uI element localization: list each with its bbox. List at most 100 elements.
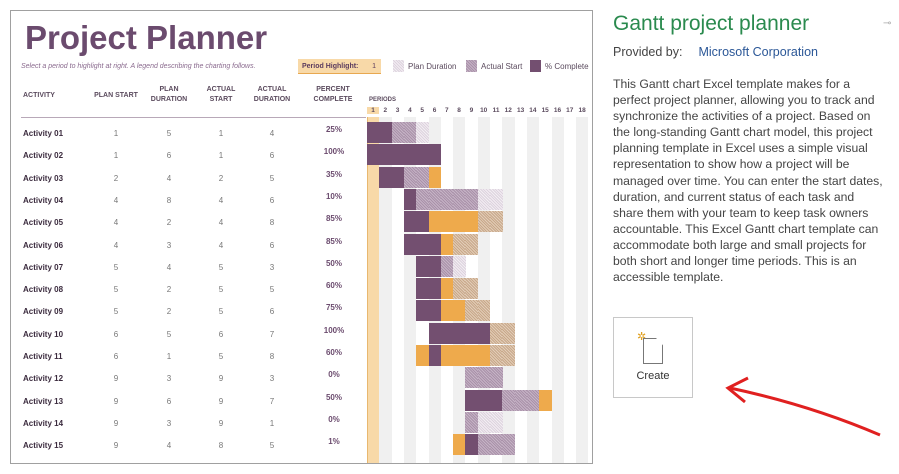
period-number[interactable]: 6: [432, 107, 437, 114]
period-number[interactable]: 1: [367, 107, 379, 114]
period-number[interactable]: 7: [444, 107, 449, 114]
cell-ps: 9: [113, 441, 119, 451]
period-number[interactable]: 10: [480, 107, 488, 114]
period-number[interactable]: 2: [383, 107, 388, 114]
gantt-bar-segment: [416, 278, 429, 300]
legend-swatch-complete: [530, 60, 541, 72]
cell-ps: 6: [113, 352, 119, 361]
table-row: Activity 09 5 2 5 6 75%: [11, 303, 361, 329]
gantt-bar-segment: [490, 411, 503, 433]
period-number[interactable]: 15: [541, 107, 549, 114]
create-button[interactable]: ✲ Create: [613, 317, 693, 398]
gantt-bar-segment: [403, 211, 417, 233]
gantt-bar-segment: [440, 278, 454, 300]
cell-name: Activity 07: [23, 262, 64, 272]
cell-ad: 5: [269, 173, 275, 183]
gantt-bar-segment: [477, 345, 491, 366]
pin-icon[interactable]: ⊸: [883, 18, 892, 29]
cell-ad: 3: [269, 262, 275, 272]
gantt-bar-segment: [379, 166, 392, 188]
gantt-bar-segment: [391, 144, 405, 166]
cell-as: 5: [218, 307, 224, 317]
legend-plan: Plan Duration: [393, 60, 456, 72]
cell-pd: 8: [166, 195, 172, 205]
gantt-bar-segment: [453, 255, 466, 277]
period-number[interactable]: 4: [408, 107, 412, 114]
period-number[interactable]: 14: [529, 107, 537, 114]
gantt-bar-segment: [453, 278, 466, 300]
gantt-bar-segment: [465, 188, 478, 210]
legend-label: Plan Duration: [408, 61, 457, 71]
cell-ps: 9: [113, 374, 119, 384]
table-row: Activity 14 9 3 9 1 0%: [11, 415, 361, 441]
legend-label: Actual Start: [481, 61, 523, 71]
gantt-bar-segment: [477, 322, 491, 344]
cell-as: 4: [218, 240, 224, 250]
gantt-bar-segment: [416, 144, 429, 166]
gantt-bar-segment: [465, 300, 478, 322]
gantt-bar-segment: [502, 434, 515, 456]
table-row: Activity 07 5 4 5 3 50%: [11, 259, 361, 285]
cell-ad: 1: [269, 418, 275, 428]
cell-ps: 5: [113, 307, 119, 317]
cell-pd: 5: [166, 129, 172, 138]
cell-as: 9: [218, 396, 224, 406]
gantt-bar-segment: [440, 211, 454, 233]
gantt-bar-segment: [416, 122, 429, 143]
gantt-bar-segment: [477, 411, 491, 433]
period-number[interactable]: 16: [553, 107, 562, 114]
gantt-bar-segment: [428, 255, 442, 277]
gantt-bar-segment: [416, 255, 429, 277]
cell-name: Activity 09: [23, 307, 64, 317]
gantt-bar-segment: [379, 122, 392, 143]
cell-ad: 4: [269, 129, 275, 138]
template-title: Gantt project planner: [613, 12, 810, 35]
period-number[interactable]: 17: [566, 107, 574, 114]
create-label: Create: [636, 370, 670, 382]
gantt-bar-segment: [416, 233, 429, 255]
header-percent-complete: PERCENT COMPLETE: [313, 86, 353, 103]
gantt-bar-segment: [440, 233, 454, 255]
gantt-bar-segment: [477, 211, 491, 233]
period-column: [576, 117, 589, 463]
period-number[interactable]: 11: [492, 107, 500, 114]
cell-as: 5: [218, 285, 224, 295]
cell-ps: 9: [113, 418, 119, 428]
gantt-bar-segment: [416, 211, 429, 233]
cell-pct: 85%: [325, 214, 342, 224]
period-number[interactable]: 13: [516, 107, 525, 114]
period-number[interactable]: 12: [504, 107, 512, 114]
gantt-bar-segment: [453, 188, 466, 210]
cell-pct: 10%: [325, 191, 342, 201]
gantt-bar-segment: [465, 389, 478, 411]
period-number[interactable]: 8: [457, 107, 461, 114]
gantt-bar-segment: [367, 144, 380, 166]
period-highlight: Period Highlight: 1: [298, 59, 381, 74]
period-number[interactable]: 18: [578, 107, 586, 114]
gantt-bar-segment: [428, 144, 442, 166]
provider-link[interactable]: Microsoft Corporation: [698, 45, 818, 59]
gantt-bar-segment: [440, 322, 454, 344]
cell-ad: 6: [269, 307, 275, 317]
cell-pct: 0%: [328, 414, 340, 424]
table-row: Activity 06 4 3 4 6 85%: [11, 237, 361, 263]
gantt-bar-segment: [490, 367, 503, 389]
cell-ps: 5: [113, 262, 119, 272]
table-row: Activity 05 4 2 4 8 85%: [11, 214, 361, 240]
cell-as: 9: [218, 418, 224, 428]
period-column: [551, 117, 564, 463]
period-number[interactable]: 3: [395, 107, 400, 114]
gantt-bar-segment: [477, 434, 491, 456]
table-row: Activity 11 6 1 5 8 60%: [11, 348, 361, 374]
gantt-bar-segment: [465, 278, 478, 300]
period-number[interactable]: 9: [469, 107, 474, 114]
gantt-bar-segment: [465, 211, 478, 233]
cell-pd: 2: [166, 285, 172, 295]
gantt-bar-segment: [465, 233, 478, 255]
cell-name: Activity 01: [23, 129, 64, 138]
period-number[interactable]: 5: [420, 107, 424, 114]
gantt-bar-segment: [453, 434, 466, 456]
table-row: Activity 12 9 3 9 3 0%: [11, 370, 361, 396]
header-actual-duration: ACTUAL DURATION: [253, 86, 291, 103]
gantt-bar-segment: [490, 345, 503, 366]
